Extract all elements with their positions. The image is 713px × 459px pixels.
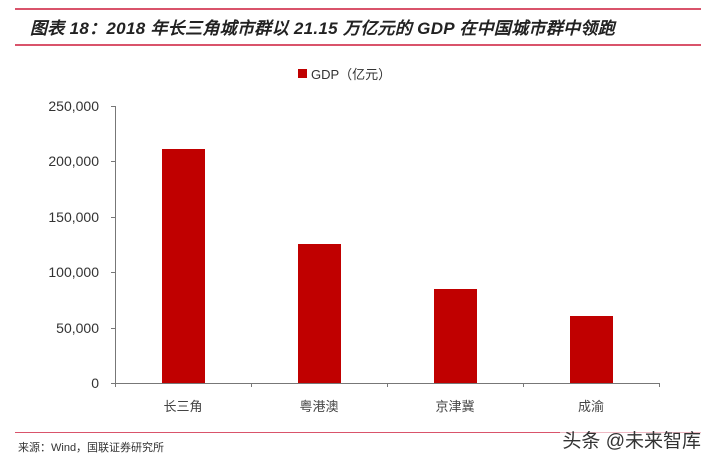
bar-3 bbox=[570, 316, 613, 383]
footer-rule bbox=[15, 432, 701, 433]
source-note: 来源：Wind，国联证券研究所 bbox=[18, 442, 165, 454]
y-tick-label: 250,000 bbox=[48, 98, 99, 114]
y-tick-label: 0 bbox=[91, 375, 99, 391]
x-category-label: 成渝 bbox=[577, 400, 604, 415]
x-category-label: 长三角 bbox=[163, 400, 203, 415]
y-tick bbox=[111, 328, 115, 329]
x-tick bbox=[251, 383, 252, 387]
legend: GDP（亿元） bbox=[298, 64, 391, 83]
legend-swatch bbox=[298, 69, 307, 78]
x-tick bbox=[387, 383, 388, 387]
y-tick-label: 50,000 bbox=[56, 320, 99, 336]
x-tick bbox=[523, 383, 524, 387]
x-category-label: 粤港澳 bbox=[299, 400, 339, 415]
y-tick-label: 150,000 bbox=[48, 209, 99, 225]
bar-2 bbox=[434, 289, 477, 383]
y-tick bbox=[111, 161, 115, 162]
x-axis bbox=[111, 383, 659, 384]
chart-title: 图表 18：2018 年长三角城市群以 21.15 万亿元的 GDP 在中国城市… bbox=[30, 19, 616, 38]
y-tick bbox=[111, 217, 115, 218]
bar-1 bbox=[298, 244, 341, 383]
y-tick bbox=[111, 272, 115, 273]
y-tick-label: 100,000 bbox=[48, 264, 99, 280]
x-category-label: 京津冀 bbox=[435, 400, 475, 415]
y-tick bbox=[111, 106, 115, 107]
legend-label: GDP（亿元） bbox=[311, 67, 392, 82]
watermark: 头条 @未来智库 bbox=[560, 426, 703, 453]
y-tick-label: 200,000 bbox=[48, 153, 99, 169]
y-axis bbox=[115, 106, 116, 384]
bar-0 bbox=[162, 149, 205, 383]
title-bottom-rule bbox=[15, 44, 701, 46]
title-top-rule bbox=[15, 8, 701, 10]
x-tick bbox=[115, 383, 116, 387]
y-tick bbox=[111, 383, 115, 384]
x-tick bbox=[659, 383, 660, 387]
